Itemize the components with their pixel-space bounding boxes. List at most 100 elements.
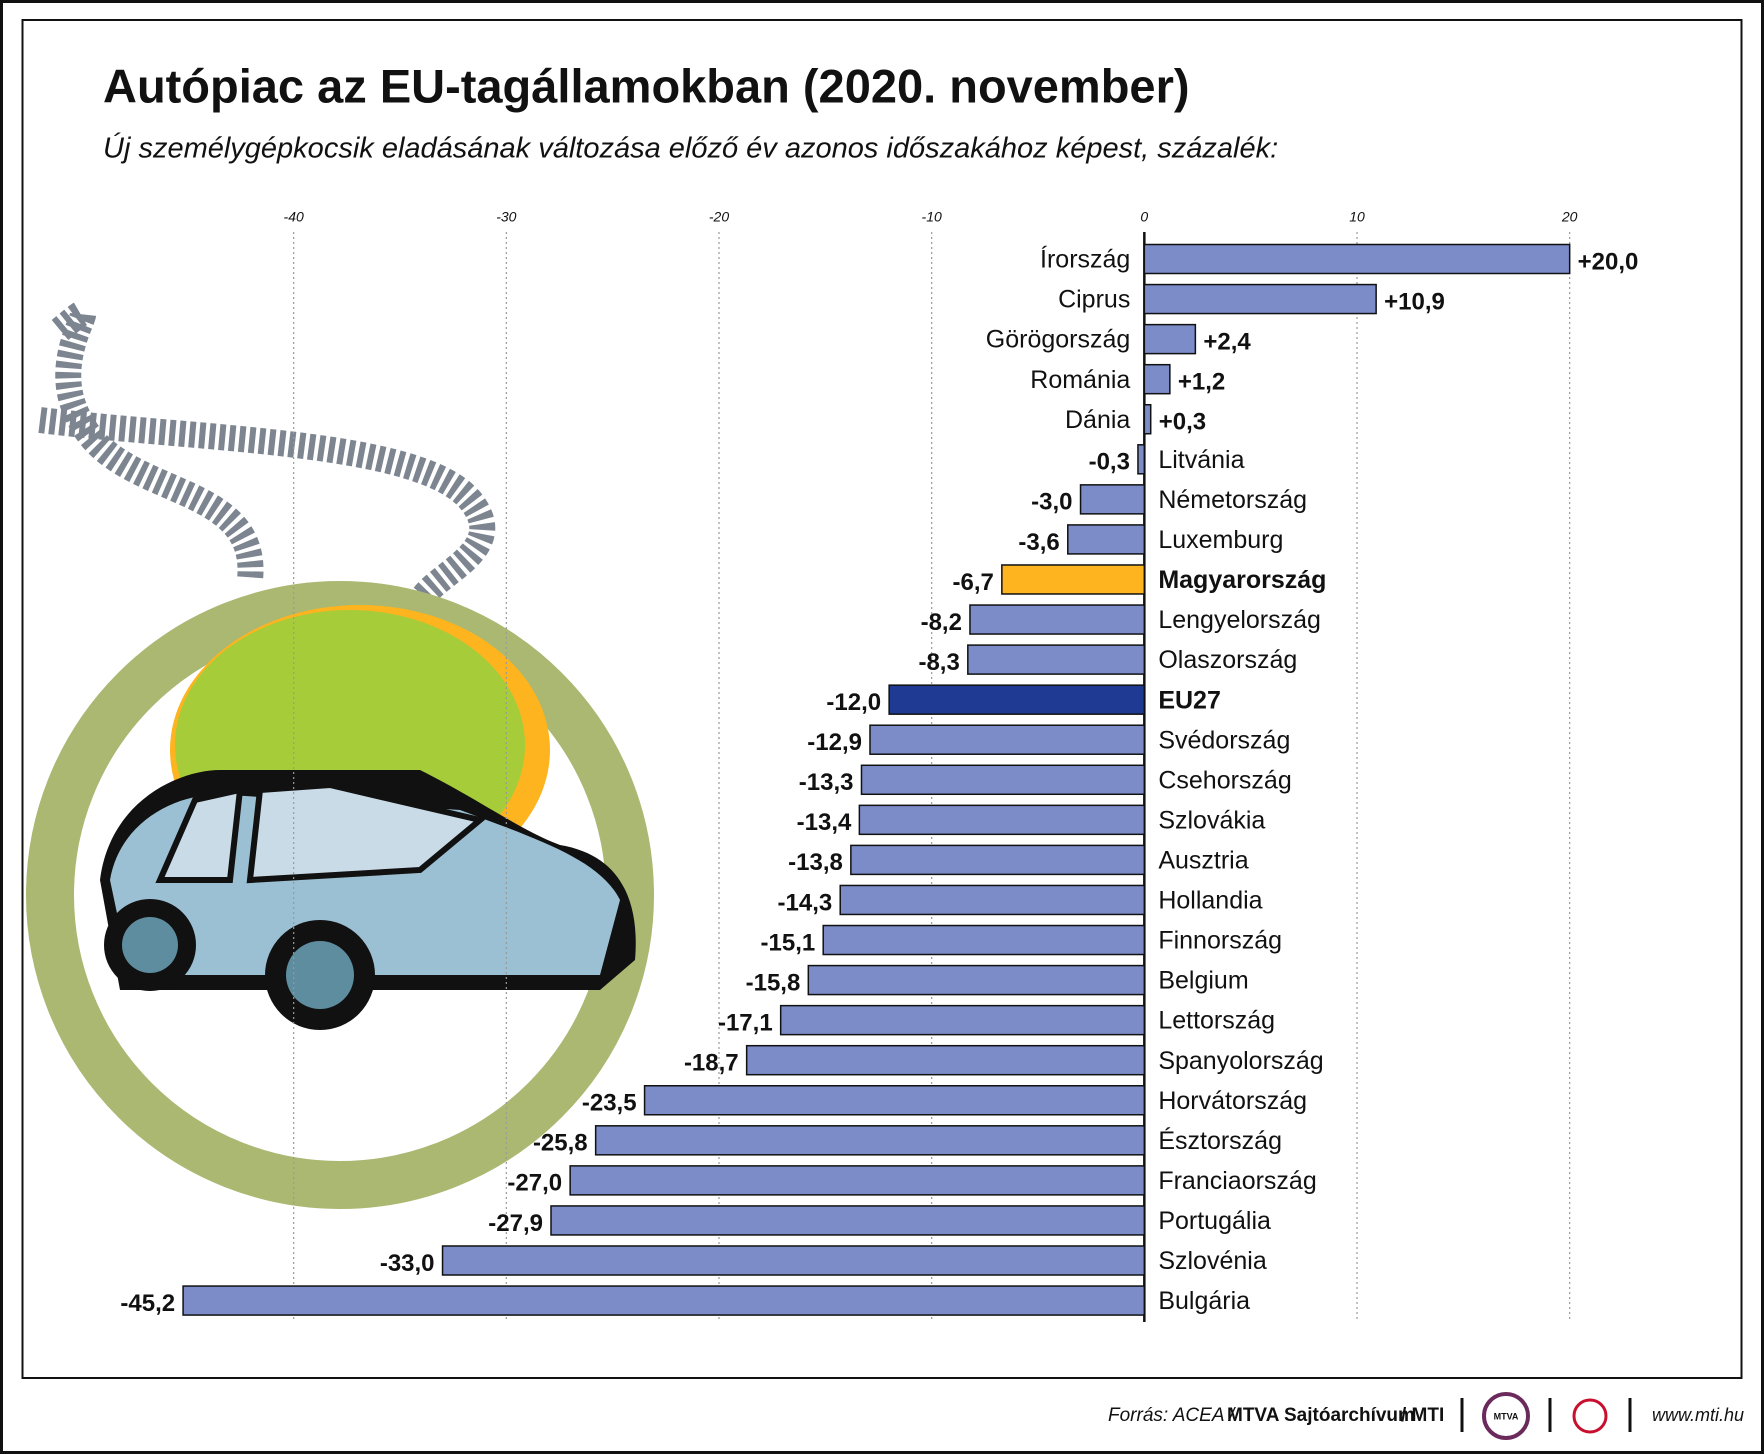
value-label: -23,5	[582, 1090, 637, 1117]
logo-text: MTVA	[1494, 1411, 1519, 1421]
footer-url: www.mti.hu	[1652, 1405, 1744, 1425]
bar	[441, 1245, 1146, 1276]
car-window	[155, 781, 487, 884]
category-label: Litvánia	[1158, 446, 1244, 474]
category-label: Hollandia	[1158, 887, 1262, 915]
x-tick-label: -40	[284, 209, 304, 225]
bar	[1001, 564, 1146, 595]
logo	[1572, 1398, 1608, 1434]
bar	[745, 1044, 1146, 1076]
value-label: -15,1	[761, 929, 816, 956]
value-label: +0,3	[1159, 409, 1206, 436]
bar	[1143, 403, 1152, 435]
bar	[550, 1205, 1146, 1236]
bar	[822, 924, 1146, 956]
bar	[860, 764, 1146, 796]
category-label: Románia	[1030, 366, 1130, 394]
category-label: Franciaország	[1158, 1167, 1316, 1195]
category-label: Spanyolország	[1158, 1047, 1323, 1075]
bar	[1067, 524, 1146, 555]
category-label: Ciprus	[1058, 286, 1130, 314]
footer: Forrás: ACEA / MTVA Sajtóarchívum / MTI …	[1108, 1392, 1744, 1440]
hub	[286, 941, 354, 1009]
chart-title: Autópiac az EU-tagállamokban (2020. nove…	[103, 59, 1190, 112]
value-label: -15,8	[746, 969, 801, 996]
bar	[643, 1085, 1146, 1116]
bar	[807, 964, 1146, 996]
category-label: Ausztria	[1158, 847, 1248, 875]
bar	[967, 644, 1146, 675]
bar	[594, 1125, 1146, 1156]
x-tick-label: 0	[1140, 209, 1148, 225]
chart-subtitle: Új személygépkocsik eladásának változása…	[103, 132, 1278, 165]
value-label: -12,0	[826, 689, 881, 716]
value-label: +1,2	[1178, 369, 1225, 396]
bar	[1079, 484, 1146, 515]
category-label: Belgium	[1158, 967, 1248, 995]
bar	[569, 1165, 1146, 1196]
footer-agency: / MTI	[1401, 1405, 1444, 1426]
category-label: Dánia	[1065, 406, 1130, 434]
category-label: Magyarország	[1158, 566, 1326, 594]
bar	[1143, 323, 1197, 355]
bar	[888, 684, 1146, 715]
value-label: -27,9	[488, 1210, 543, 1237]
value-label: -17,1	[718, 1009, 773, 1036]
category-label: Szlovákia	[1158, 806, 1265, 834]
value-label: -8,2	[921, 609, 962, 636]
category-label: Szlovénia	[1158, 1247, 1266, 1275]
value-label: -3,6	[1018, 529, 1059, 556]
bar	[779, 1004, 1146, 1036]
value-label: -25,8	[533, 1130, 588, 1157]
bar	[839, 884, 1146, 916]
hub	[122, 917, 178, 973]
bar	[969, 604, 1146, 635]
category-label: Csehország	[1158, 766, 1291, 794]
category-label: Horvátország	[1158, 1087, 1307, 1115]
category-label: Finnország	[1158, 927, 1282, 955]
illustration	[26, 300, 654, 1209]
category-label: Olaszország	[1158, 646, 1297, 674]
value-label: -13,8	[788, 849, 843, 876]
category-label: Bulgária	[1158, 1287, 1250, 1315]
x-tick-label: -20	[709, 209, 729, 225]
logo	[1482, 1392, 1530, 1440]
value-label: -6,7	[952, 569, 993, 596]
category-label: Portugália	[1158, 1207, 1271, 1235]
value-label: -33,0	[380, 1250, 435, 1277]
value-label: -14,3	[778, 889, 833, 916]
category-label: Lettország	[1158, 1007, 1275, 1035]
footer-source: Forrás: ACEA /	[1108, 1405, 1236, 1426]
category-label: Észtország	[1158, 1126, 1282, 1155]
ring	[26, 581, 654, 1209]
category-label: Görögország	[986, 326, 1131, 354]
value-label: -3,0	[1031, 489, 1072, 516]
category-label: Írország	[1040, 245, 1130, 274]
bar	[1143, 243, 1571, 275]
bar	[858, 804, 1146, 836]
x-tick-label: 10	[1349, 209, 1365, 225]
bar	[1143, 283, 1377, 315]
value-label: -8,3	[918, 649, 959, 676]
bar	[869, 724, 1146, 755]
bar	[1143, 363, 1171, 395]
category-label: Lengyelország	[1158, 606, 1321, 634]
category-label: Luxemburg	[1158, 526, 1283, 554]
value-label: +10,9	[1384, 288, 1445, 315]
x-tick-label: -30	[496, 209, 516, 225]
inner-frame	[21, 19, 1743, 1379]
x-tick-label: -10	[922, 209, 942, 225]
bar	[182, 1285, 1146, 1316]
value-label: -45,2	[120, 1290, 175, 1317]
tire-track	[38, 407, 496, 626]
value-label: +2,4	[1203, 328, 1251, 355]
category-label: EU27	[1158, 686, 1221, 714]
value-label: -18,7	[684, 1050, 739, 1077]
x-tick-label: 20	[1561, 209, 1578, 225]
value-label: +20,0	[1578, 248, 1639, 275]
value-label: -13,3	[799, 769, 854, 796]
tire-track	[51, 300, 264, 582]
category-label: Svédország	[1158, 726, 1290, 754]
category-label: Németország	[1158, 486, 1307, 514]
